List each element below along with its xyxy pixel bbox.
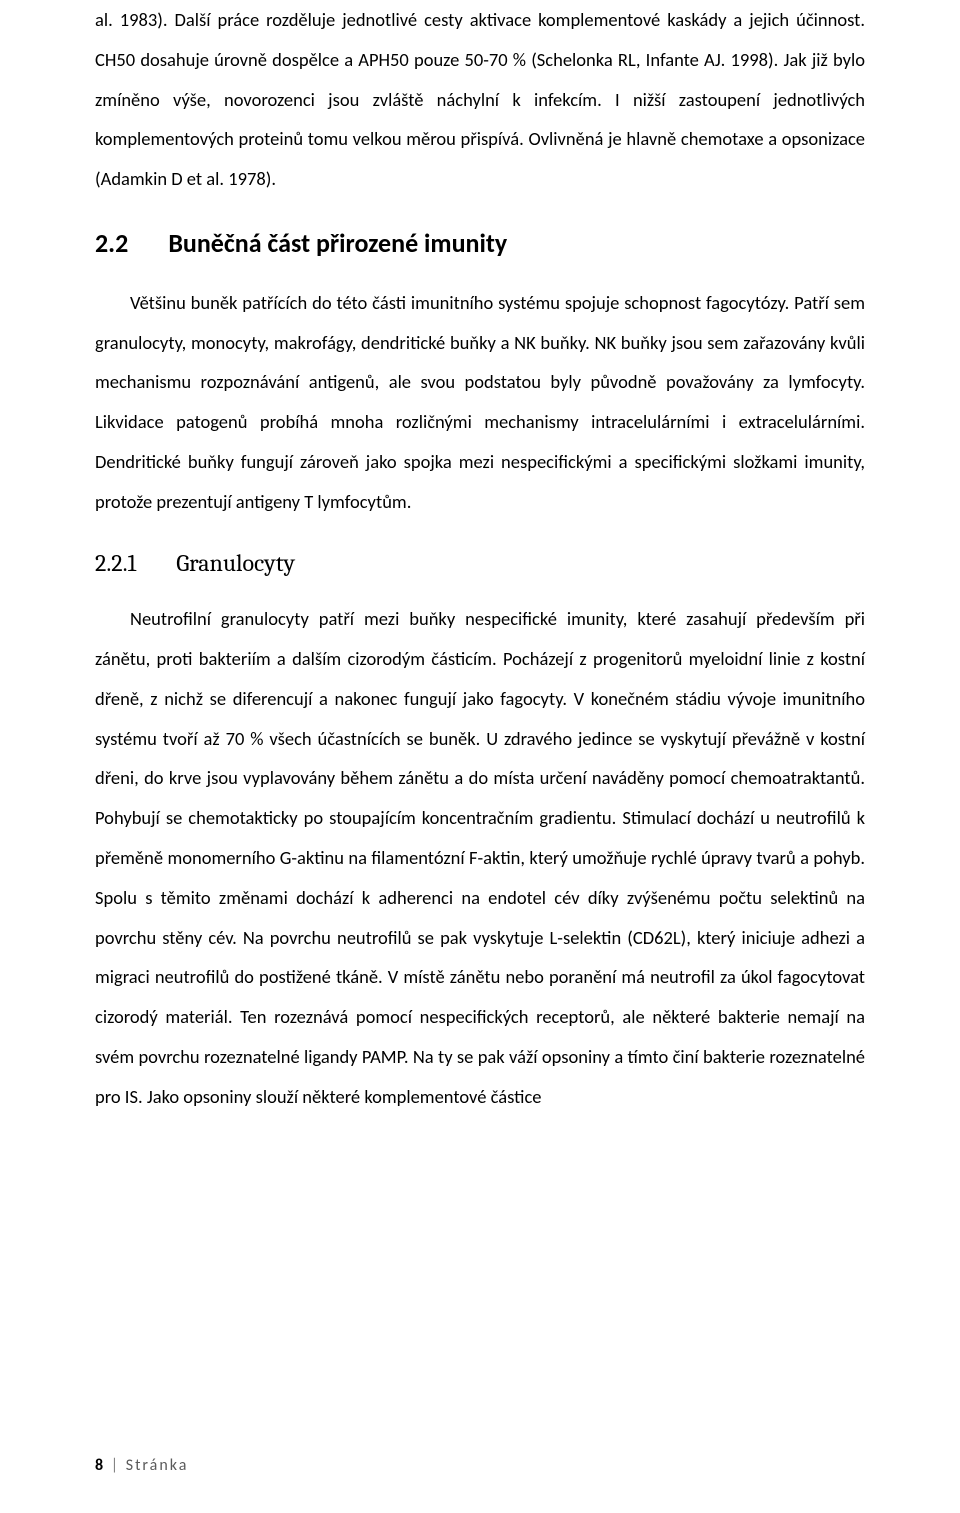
heading-text: Granulocyty <box>176 549 295 577</box>
page-footer: 8 | Stránka <box>95 1456 188 1475</box>
footer-separator: | <box>107 1456 122 1475</box>
heading-text: Buněčná část přirozené imunity <box>168 227 507 259</box>
body-paragraph-3: Neutrofilní granulocyty patří mezi buňky… <box>95 599 865 1116</box>
heading-number: 2.2.1 <box>95 549 136 577</box>
body-paragraph-1: al. 1983). Další práce rozděluje jednotl… <box>95 0 865 199</box>
body-paragraph-2: Většinu buněk patřících do této části im… <box>95 283 865 522</box>
heading-section-2-2: 2.2 Buněčná část přirozené imunity <box>95 227 865 259</box>
heading-section-2-2-1: 2.2.1 Granulocyty <box>95 549 865 577</box>
footer-label: Stránka <box>126 1456 189 1475</box>
heading-number: 2.2 <box>95 227 128 259</box>
page-number: 8 <box>95 1456 103 1475</box>
